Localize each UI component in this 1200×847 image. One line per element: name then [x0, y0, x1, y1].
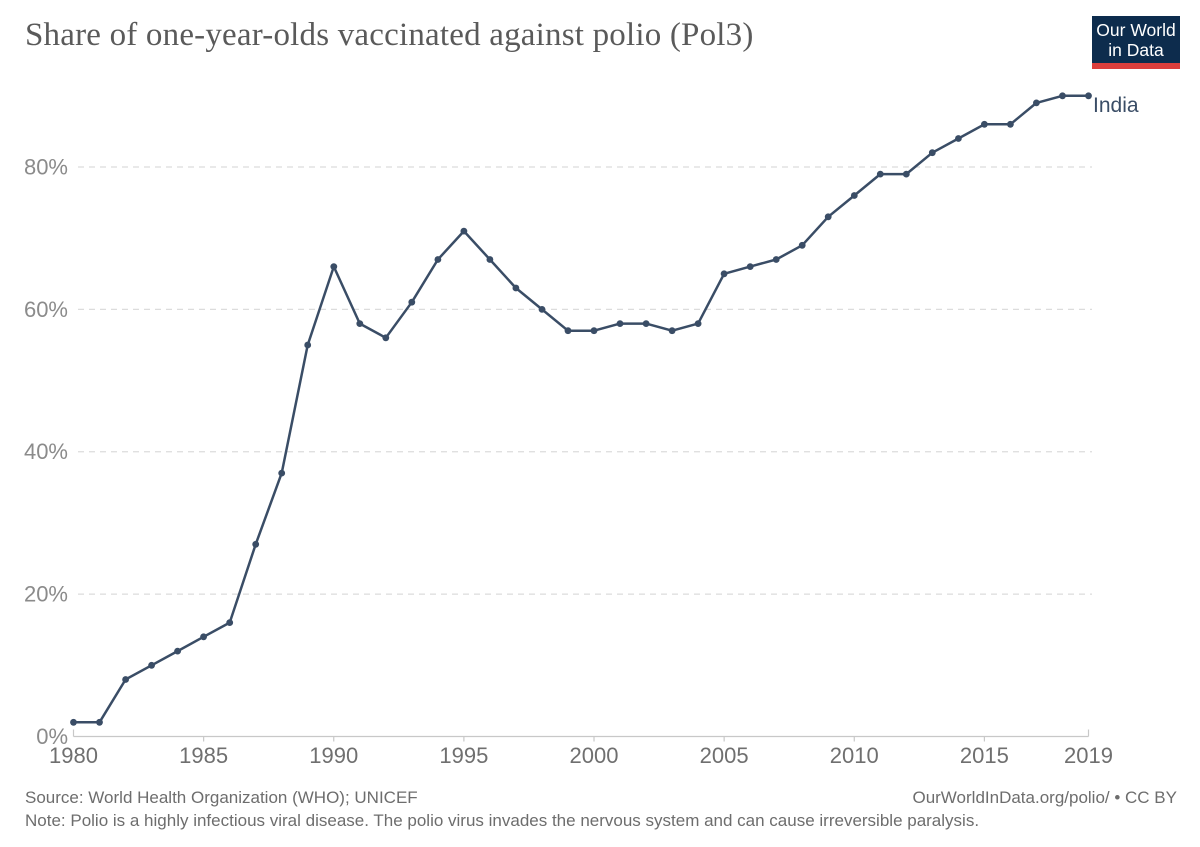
data-point[interactable]: [460, 227, 468, 235]
data-point[interactable]: [850, 192, 858, 199]
data-point[interactable]: [486, 256, 494, 263]
x-tick-label: 2000: [570, 743, 619, 768]
data-point[interactable]: [538, 306, 546, 313]
y-tick-label: 0%: [36, 724, 68, 749]
data-point[interactable]: [200, 633, 208, 641]
data-point[interactable]: [876, 170, 884, 178]
data-point[interactable]: [824, 213, 832, 221]
data-point[interactable]: [96, 718, 103, 726]
data-point[interactable]: [590, 327, 598, 335]
x-tick-label: 2019: [1064, 743, 1113, 768]
data-point[interactable]: [955, 135, 962, 142]
y-tick-label: 20%: [24, 582, 68, 607]
x-tick-label: 1985: [179, 743, 228, 768]
data-point[interactable]: [1059, 92, 1066, 100]
note-text: Note: Polio is a highly infectious viral…: [25, 811, 980, 830]
data-point[interactable]: [616, 320, 624, 327]
data-point[interactable]: [798, 241, 806, 249]
chart-title: Share of one-year-olds vaccinated agains…: [25, 17, 754, 53]
data-point[interactable]: [1085, 92, 1092, 100]
data-point[interactable]: [408, 298, 416, 306]
data-point[interactable]: [1007, 120, 1014, 128]
data-point[interactable]: [434, 256, 442, 263]
x-tick-label: 2010: [830, 743, 879, 768]
data-point[interactable]: [70, 718, 77, 726]
data-point[interactable]: [148, 661, 156, 669]
data-point[interactable]: [746, 263, 754, 270]
data-point[interactable]: [720, 270, 728, 278]
x-tick-label: 2015: [960, 743, 1009, 768]
data-point[interactable]: [252, 540, 260, 548]
owid-logo[interactable]: Our World in Data: [1092, 16, 1180, 69]
data-point[interactable]: [928, 149, 936, 157]
india-line: [72, 94, 1090, 724]
data-point[interactable]: [981, 120, 988, 128]
x-tick-label: 1990: [309, 743, 358, 768]
y-tick-label: 40%: [24, 439, 68, 464]
data-point[interactable]: [330, 263, 338, 270]
owid-logo-line2: in Data: [1108, 39, 1164, 60]
owid-logo-line1: Our World: [1096, 19, 1176, 40]
x-tick-label: 1980: [49, 743, 98, 768]
chart-footer: Source: World Health Organization (WHO);…: [25, 786, 1177, 832]
data-point[interactable]: [174, 647, 182, 655]
data-point[interactable]: [278, 469, 286, 477]
data-point[interactable]: [382, 334, 390, 342]
data-point[interactable]: [304, 341, 312, 349]
data-point[interactable]: [902, 170, 910, 178]
data-point[interactable]: [226, 619, 234, 626]
y-tick-label: 80%: [24, 154, 68, 179]
data-point[interactable]: [642, 320, 650, 327]
data-point[interactable]: [122, 676, 129, 683]
data-point[interactable]: [694, 320, 702, 327]
data-point[interactable]: [772, 256, 780, 263]
series-label-india: India: [1093, 94, 1139, 117]
y-tick-label: 60%: [24, 297, 68, 322]
data-point[interactable]: [564, 327, 572, 335]
data-point[interactable]: [356, 320, 364, 327]
source-text: Source: World Health Organization (WHO);…: [25, 788, 418, 807]
x-tick-label: 1995: [439, 743, 488, 768]
x-tick-label: 2005: [700, 743, 749, 768]
data-point[interactable]: [668, 327, 676, 335]
attribution-link[interactable]: OurWorldInData.org/polio/ • CC BY: [912, 788, 1177, 807]
data-point[interactable]: [512, 284, 520, 292]
data-point[interactable]: [1033, 99, 1040, 107]
